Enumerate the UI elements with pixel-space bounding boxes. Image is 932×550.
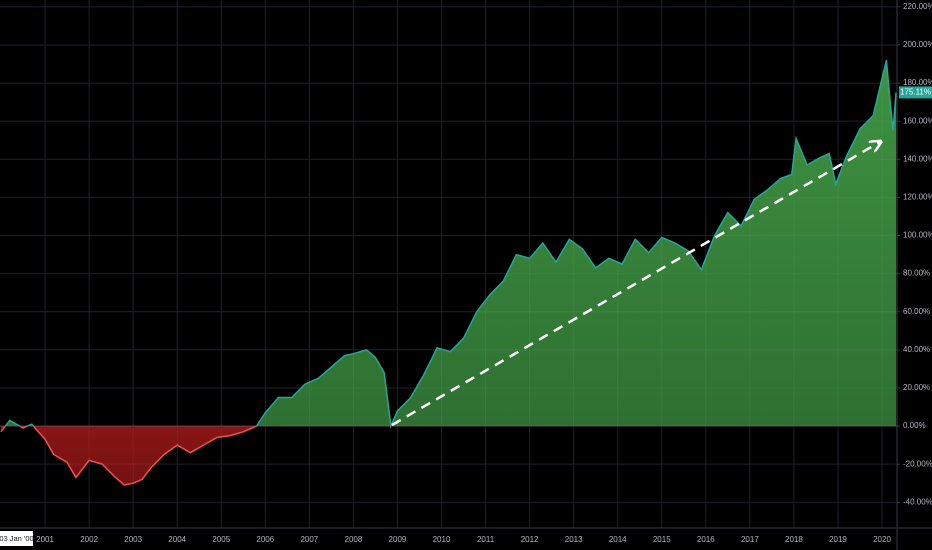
y-tick-label: 120.00% [903, 193, 932, 202]
y-tick-label: -40.00% [903, 497, 932, 506]
area-fill [1, 60, 897, 486]
start-date-badge [0, 531, 33, 546]
last-value-badge [899, 86, 932, 99]
x-tick-label: 2015 [653, 535, 671, 544]
y-tick-label: 20.00% [903, 383, 930, 392]
x-tick-label: 2016 [697, 535, 715, 544]
y-tick-label: 140.00% [903, 154, 932, 163]
y-tick-label: 0.00% [903, 421, 926, 430]
x-tick-label: 2002 [80, 535, 98, 544]
series-line [0, 60, 897, 486]
y-tick-label: 160.00% [903, 116, 932, 125]
x-tick-label: 2020 [873, 535, 891, 544]
x-tick-label: 2014 [609, 535, 627, 544]
x-tick-label: 2019 [829, 535, 847, 544]
y-tick-label: 80.00% [903, 269, 930, 278]
last-value-label: 175.11% [900, 88, 931, 97]
x-tick-label: 2008 [345, 535, 363, 544]
x-tick-label: 2010 [433, 535, 451, 544]
y-tick-label: -20.00% [903, 459, 932, 468]
x-tick-label: 2013 [565, 535, 583, 544]
x-tick-label: 2018 [785, 535, 803, 544]
y-tick-label: 40.00% [903, 345, 930, 354]
x-tick-label: 2009 [389, 535, 407, 544]
x-tick-label: 2007 [300, 535, 318, 544]
x-tick-label: 2012 [521, 535, 539, 544]
y-tick-label: 180.00% [903, 78, 932, 87]
x-tick-label: 2001 [36, 535, 54, 544]
x-tick-label: 2004 [168, 535, 186, 544]
y-tick-label: 60.00% [903, 307, 930, 316]
y-tick-label: 200.00% [903, 40, 932, 49]
y-tick-label: 100.00% [903, 231, 932, 240]
start-date-label: 03 Jan '00 [0, 534, 34, 543]
x-tick-label: 2011 [477, 535, 495, 544]
x-tick-label: 2003 [124, 535, 142, 544]
x-tick-label: 2006 [256, 535, 274, 544]
x-tick-label: 2005 [212, 535, 230, 544]
trend-arrow [391, 142, 880, 427]
y-tick-label: 220.00% [903, 2, 932, 11]
x-tick-label: 2017 [741, 535, 759, 544]
